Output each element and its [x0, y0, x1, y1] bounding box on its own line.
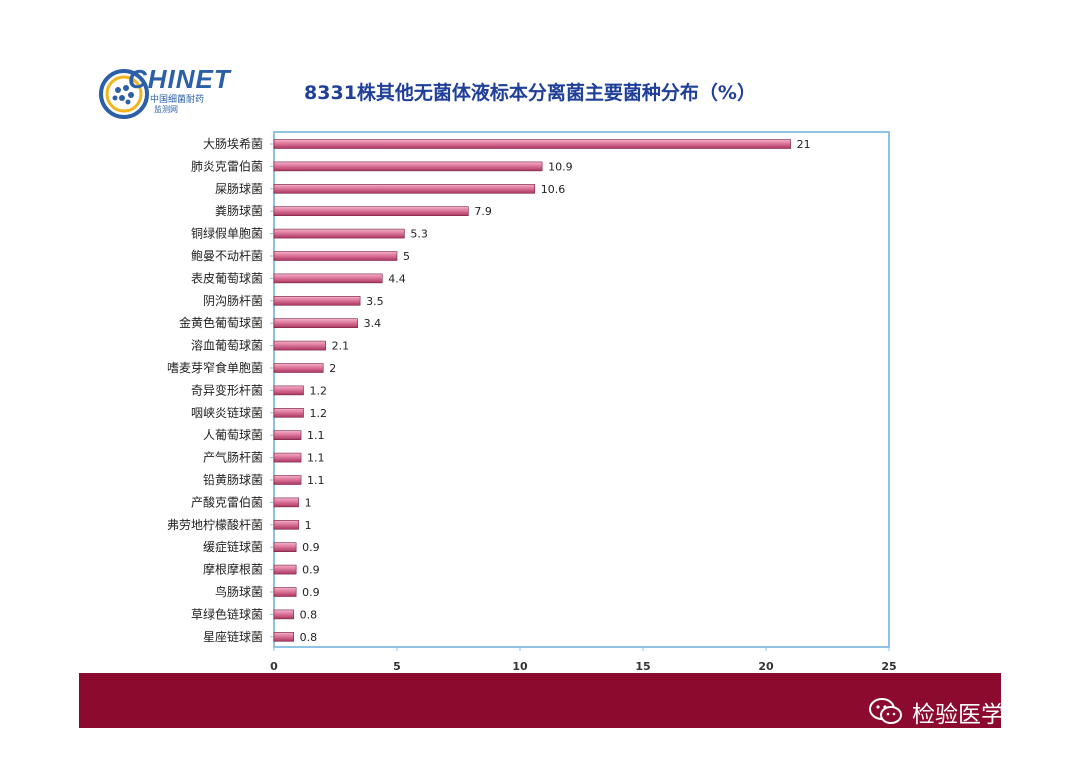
bar	[273, 184, 536, 194]
value-label: 5.3	[410, 228, 428, 241]
globe-icon	[99, 69, 149, 119]
bar	[273, 206, 469, 216]
category-label: 奇异变形杆菌	[191, 382, 263, 397]
watermark-text: 检验医学网	[912, 702, 1027, 728]
watermark: 检验医学网	[868, 695, 1027, 729]
category-label: 阴沟肠杆菌	[203, 294, 263, 308]
bar	[273, 161, 543, 172]
bar	[273, 452, 302, 463]
value-label: 1.1	[307, 474, 325, 487]
category-label: 大肠埃希菌	[203, 136, 263, 151]
x-tick-label: 0	[270, 660, 278, 673]
value-label: 21	[797, 138, 811, 151]
bar	[273, 519, 299, 530]
bar	[273, 542, 297, 553]
value-label: 7.9	[474, 205, 492, 218]
x-tick-label: 20	[758, 660, 774, 673]
value-label: 1.1	[307, 452, 325, 465]
bar	[273, 564, 297, 575]
value-label: 0.9	[302, 541, 320, 554]
value-label: 1.2	[310, 407, 328, 420]
category-label: 表皮葡萄球菌	[191, 271, 263, 285]
bar	[273, 385, 304, 396]
value-label: 1	[305, 496, 312, 509]
value-label: 3.5	[366, 295, 384, 308]
category-label: 铅黄肠球菌	[203, 473, 263, 487]
bar	[273, 430, 302, 441]
category-label: 星座链球菌	[203, 629, 263, 644]
logo-subtitle-2: 监测网	[154, 105, 178, 114]
value-label: 0.8	[300, 608, 318, 621]
value-label: 4.4	[388, 272, 406, 285]
value-label: 5	[403, 250, 410, 263]
value-label: 0.9	[302, 586, 320, 599]
category-label: 粪肠球菌	[215, 204, 263, 218]
category-label: 摩根摩根菌	[203, 562, 263, 577]
bar	[273, 631, 294, 642]
bar	[273, 497, 299, 508]
category-label: 人葡萄球菌	[203, 428, 263, 442]
category-label: 产酸克雷伯菌	[191, 494, 263, 509]
category-label: 草绿色链球菌	[191, 606, 263, 621]
x-tick-label: 10	[512, 660, 528, 673]
bar	[273, 295, 361, 306]
value-label: 2	[329, 362, 336, 375]
category-label: 弗劳地柠檬酸杆菌	[167, 517, 263, 532]
bar	[273, 273, 383, 284]
value-label: 1.1	[307, 429, 325, 442]
category-label: 嗜麦芽窄食单胞菌	[167, 360, 263, 375]
bar	[273, 363, 324, 373]
bar	[273, 251, 398, 261]
bar	[273, 407, 304, 418]
chinet-logo: CHINET 中国细菌耐药 监测网	[98, 62, 231, 120]
value-label: 0.9	[302, 564, 320, 577]
value-label: 10.6	[541, 183, 566, 196]
value-label: 3.4	[364, 317, 382, 330]
category-label: 咽峡炎链球菌	[191, 405, 263, 420]
chart-title: 8331株其他无菌体液标本分离菌主要菌种分布（%）	[304, 82, 756, 104]
bar	[273, 587, 297, 597]
value-label: 10.9	[548, 160, 573, 173]
category-label: 鲍曼不动杆菌	[191, 249, 263, 263]
category-label: 肺炎克雷伯菌	[191, 158, 263, 173]
category-label: 产气肠杆菌	[203, 450, 263, 465]
bar	[273, 139, 791, 149]
category-label: 鸟肠球菌	[215, 584, 263, 599]
bar	[273, 228, 405, 239]
category-label: 屎肠球菌	[215, 182, 263, 196]
bar	[273, 318, 358, 329]
x-tick-label: 15	[635, 660, 650, 673]
value-label: 0.8	[300, 631, 318, 644]
bar	[273, 609, 294, 620]
value-label: 2.1	[332, 340, 350, 353]
footer-band	[79, 673, 1001, 728]
value-label: 1	[305, 519, 312, 532]
bar	[273, 340, 326, 351]
category-label: 金黄色葡萄球菌	[179, 315, 263, 330]
x-tick-label: 5	[393, 660, 401, 673]
category-label: 溶血葡萄球菌	[191, 338, 263, 353]
wechat-icon	[869, 698, 902, 724]
category-label: 缓症链球菌	[203, 539, 263, 554]
value-label: 1.2	[310, 384, 328, 397]
x-tick-label: 25	[881, 660, 896, 673]
logo-subtitle: 中国细菌耐药	[150, 95, 205, 105]
logo-wordmark: CHINET	[128, 64, 231, 94]
category-label: 铜绿假单胞菌	[191, 226, 263, 241]
bar	[273, 475, 302, 485]
